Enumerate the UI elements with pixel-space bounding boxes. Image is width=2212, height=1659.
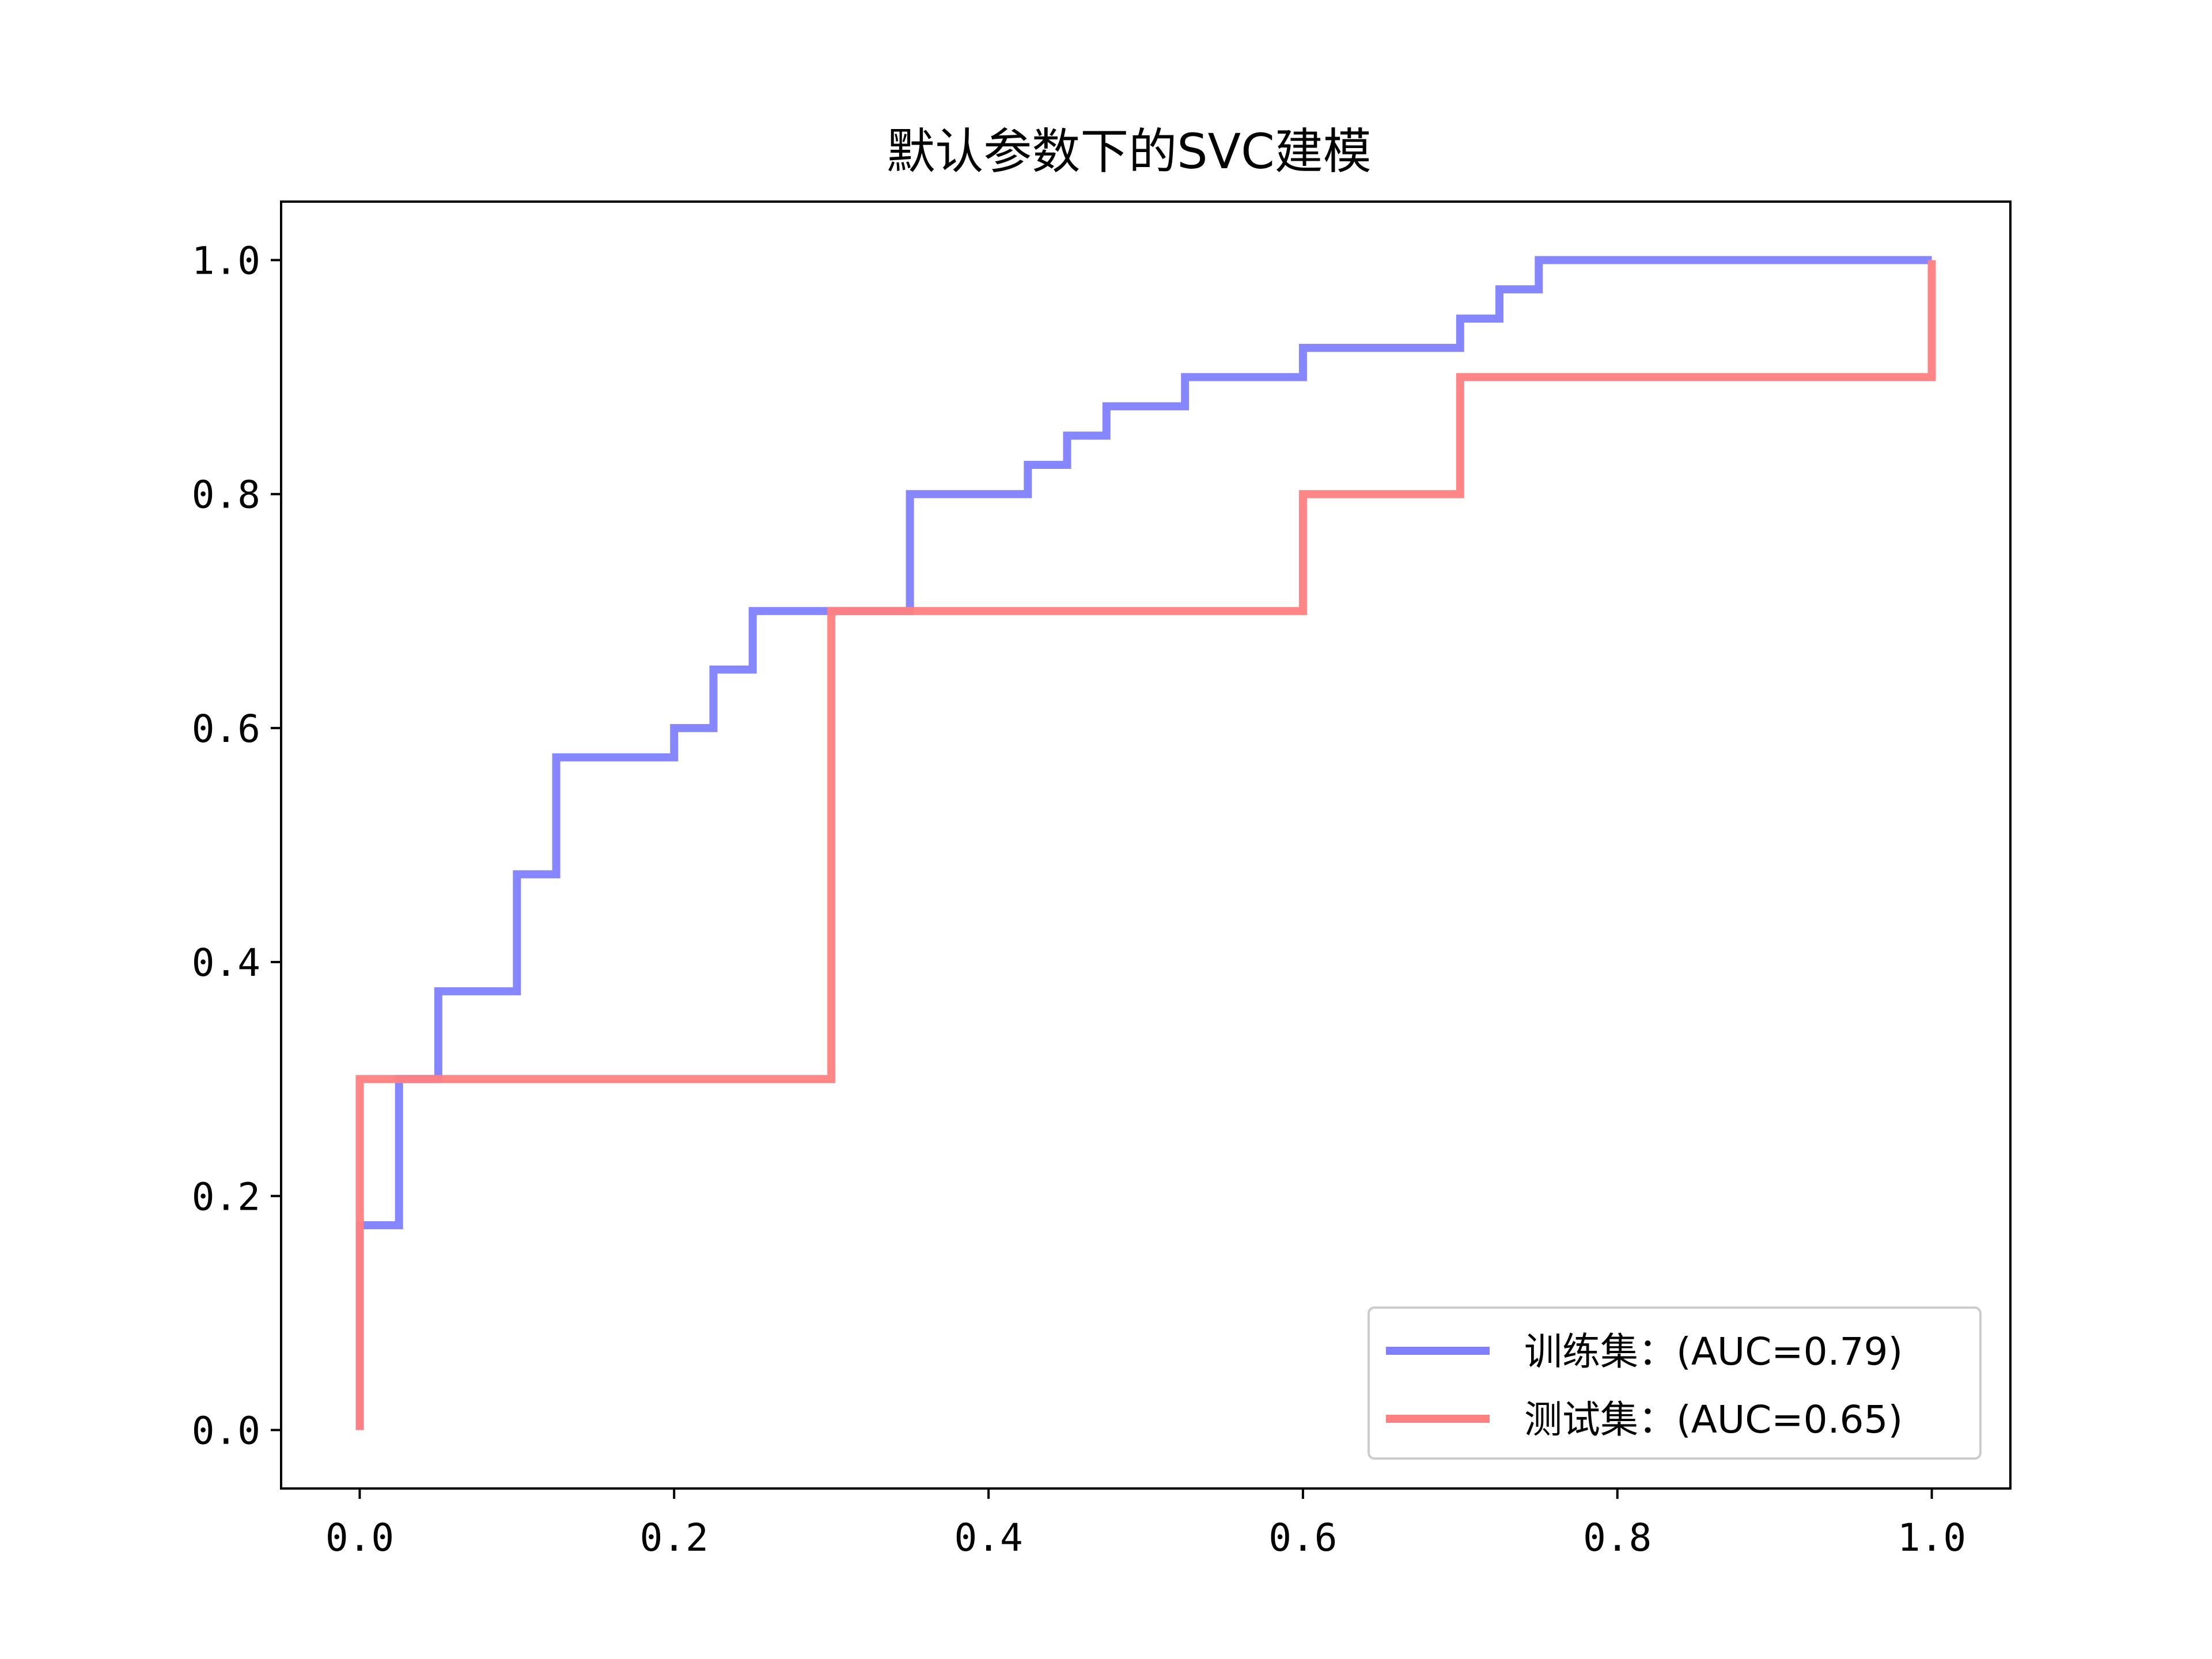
- legend-box: [1368, 1306, 1982, 1460]
- x-tick-label: 0.6: [1268, 1516, 1337, 1560]
- chart-title: 默认参数下的SVC建模: [887, 123, 1371, 180]
- axes-frame: [280, 200, 2012, 1490]
- plot-area: [355, 256, 1936, 1430]
- series-line-2: [355, 260, 1936, 1430]
- y-axis: 0.0 0.2 0.4 0.6 0.8 1.0: [192, 239, 281, 1453]
- y-tick-label: 0.2: [192, 1175, 260, 1219]
- x-tick-label: 0.4: [954, 1516, 1022, 1560]
- y-tick-label: 0.0: [192, 1408, 260, 1453]
- legend-label: 测试集：(AUC=0.65): [1524, 1397, 1903, 1442]
- y-tick-label: 1.0: [192, 239, 260, 283]
- legend: 训练集：(AUC=0.79) 测试集：(AUC=0.65): [1368, 1306, 1982, 1460]
- legend-label: 训练集：(AUC=0.79): [1524, 1330, 1903, 1374]
- x-tick-label: 0.8: [1583, 1516, 1652, 1560]
- series-line-1: [355, 256, 1932, 1430]
- x-tick-label: 0.0: [325, 1516, 394, 1560]
- x-tick-label: 1.0: [1897, 1516, 1966, 1560]
- x-axis: 0.0 0.2 0.4 0.6 0.8 1.0: [325, 1488, 1966, 1560]
- y-tick-label: 0.4: [192, 941, 260, 985]
- y-tick-label: 0.8: [192, 473, 260, 517]
- y-tick-label: 0.6: [192, 707, 260, 751]
- x-tick-label: 0.2: [640, 1516, 709, 1560]
